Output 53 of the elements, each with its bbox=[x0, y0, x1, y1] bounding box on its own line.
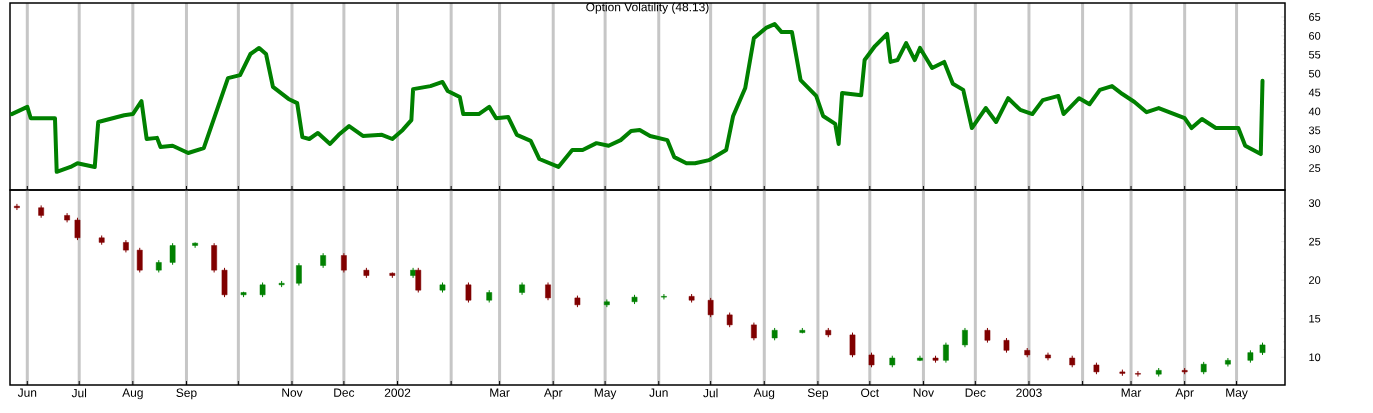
x-tick-label: Aug bbox=[753, 388, 775, 400]
candlestick bbox=[74, 217, 81, 241]
y-tick-label: 25 bbox=[1309, 164, 1321, 172]
candlestick bbox=[415, 267, 422, 294]
line-series bbox=[10, 22, 1265, 174]
candlestick bbox=[849, 332, 856, 358]
x-tick-label: Jun bbox=[649, 388, 668, 397]
x-tick-label: Apr bbox=[1175, 388, 1194, 400]
candlestick bbox=[1225, 357, 1231, 367]
x-tick-label: Sep bbox=[176, 388, 197, 400]
candlestick bbox=[1135, 370, 1141, 378]
x-tick-label: Dec bbox=[965, 388, 986, 397]
candlestick bbox=[169, 242, 176, 266]
candlestick bbox=[661, 293, 667, 300]
candlestick bbox=[962, 327, 968, 348]
x-tick-label: Dec bbox=[334, 388, 355, 397]
x-tick-label: 2002 bbox=[384, 388, 411, 397]
candlestick bbox=[465, 281, 472, 304]
x-tick-label: Mar bbox=[1121, 388, 1142, 397]
y-tick-label: 25 bbox=[1309, 237, 1321, 246]
y-tick-label: 65 bbox=[1309, 13, 1321, 21]
y-tick-label: 60 bbox=[1309, 31, 1321, 40]
y-tick-label: 10 bbox=[1309, 353, 1321, 362]
x-tick-label: Nov bbox=[282, 388, 303, 397]
candlestick bbox=[943, 342, 949, 364]
x-tick-label: Jul bbox=[71, 388, 87, 398]
candlestick bbox=[136, 247, 143, 273]
x-tick-label: Oct bbox=[861, 388, 880, 397]
candlestick bbox=[14, 203, 20, 211]
y-tick-label: 40 bbox=[1308, 107, 1321, 116]
y-tick-label: 15 bbox=[1309, 314, 1321, 323]
y-tick-label: 30 bbox=[1308, 145, 1321, 154]
y-tick-label: 55 bbox=[1308, 50, 1321, 59]
candlestick bbox=[341, 252, 347, 273]
x-tick-label: May bbox=[1226, 388, 1248, 400]
y-tick-label: 35 bbox=[1308, 126, 1321, 135]
candlestick bbox=[192, 241, 198, 249]
x-tick-label: May bbox=[594, 388, 617, 400]
candlestick bbox=[707, 297, 714, 318]
x-tick-label: Apr bbox=[543, 388, 563, 400]
y-tick-label: 45 bbox=[1308, 88, 1321, 97]
y-tick-label: 50 bbox=[1308, 69, 1321, 78]
chart-title: Option Volatility (48.13) bbox=[586, 2, 709, 14]
x-tick-label: Aug bbox=[122, 388, 143, 400]
x-tick-label: Jun bbox=[17, 388, 37, 397]
candlestick bbox=[296, 262, 302, 287]
y-tick-label: 30 bbox=[1308, 199, 1321, 207]
x-tick-label: Jul bbox=[703, 388, 718, 398]
x-tick-label: Sep bbox=[807, 388, 829, 400]
x-tick-label: 2003 bbox=[1016, 388, 1042, 397]
x-tick-label: Mar bbox=[490, 388, 510, 397]
y-tick-label: 20 bbox=[1309, 276, 1321, 285]
x-tick-label: Nov bbox=[913, 388, 935, 397]
